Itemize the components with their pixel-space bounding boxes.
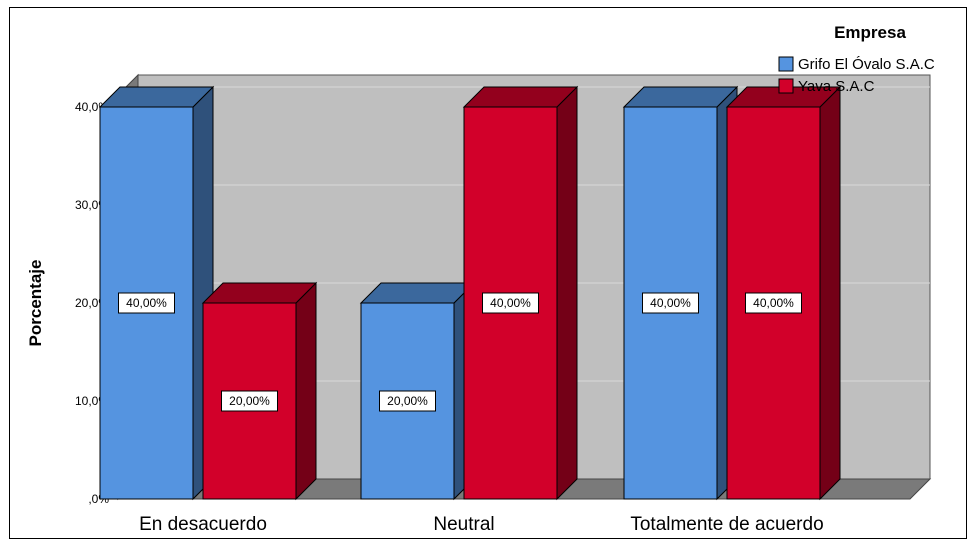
data-label: 40,00% — [753, 296, 794, 310]
bar-top — [462, 86, 579, 108]
data-label: 20,00% — [229, 394, 270, 408]
bar-side — [556, 85, 578, 501]
data-label-box — [221, 390, 278, 412]
legend-label: Grifo El Óvalo S.A.C — [798, 56, 935, 73]
data-label-box — [642, 292, 699, 314]
legend-label: Yava S.A.C — [798, 78, 875, 95]
bar-top — [622, 86, 739, 108]
y-axis-title: Porcentaje — [26, 260, 45, 347]
legend-swatch — [778, 78, 794, 94]
data-label-box — [118, 292, 175, 314]
x-tick-label: Totalmente de acuerdo — [630, 514, 823, 535]
data-label: 40,00% — [490, 296, 531, 310]
legend-swatch — [778, 56, 794, 72]
data-label-box — [482, 292, 539, 314]
bar-chart: ,0%10,0%20,0%30,0%40,0%Porcentaje 40,00%2… — [26, 23, 935, 535]
data-label: 40,00% — [126, 296, 167, 310]
chart-frame: ,0% 10,0% 20,0% 30,0% 40,0% Porcentaje 40,00% 2… — [9, 7, 967, 539]
bar-top — [359, 282, 476, 304]
bar-side — [819, 85, 841, 501]
bar-top — [201, 282, 318, 304]
x-tick-label: En desacuerdo — [139, 514, 267, 535]
data-label-box — [379, 390, 436, 412]
data-label-box — [745, 292, 802, 314]
bar-side — [295, 281, 317, 501]
data-label: 20,00% — [387, 394, 428, 408]
data-label: 40,00% — [650, 296, 691, 310]
legend-title: Empresa — [834, 23, 906, 42]
x-tick-label: Neutral — [433, 514, 494, 535]
bar-top — [98, 86, 215, 108]
